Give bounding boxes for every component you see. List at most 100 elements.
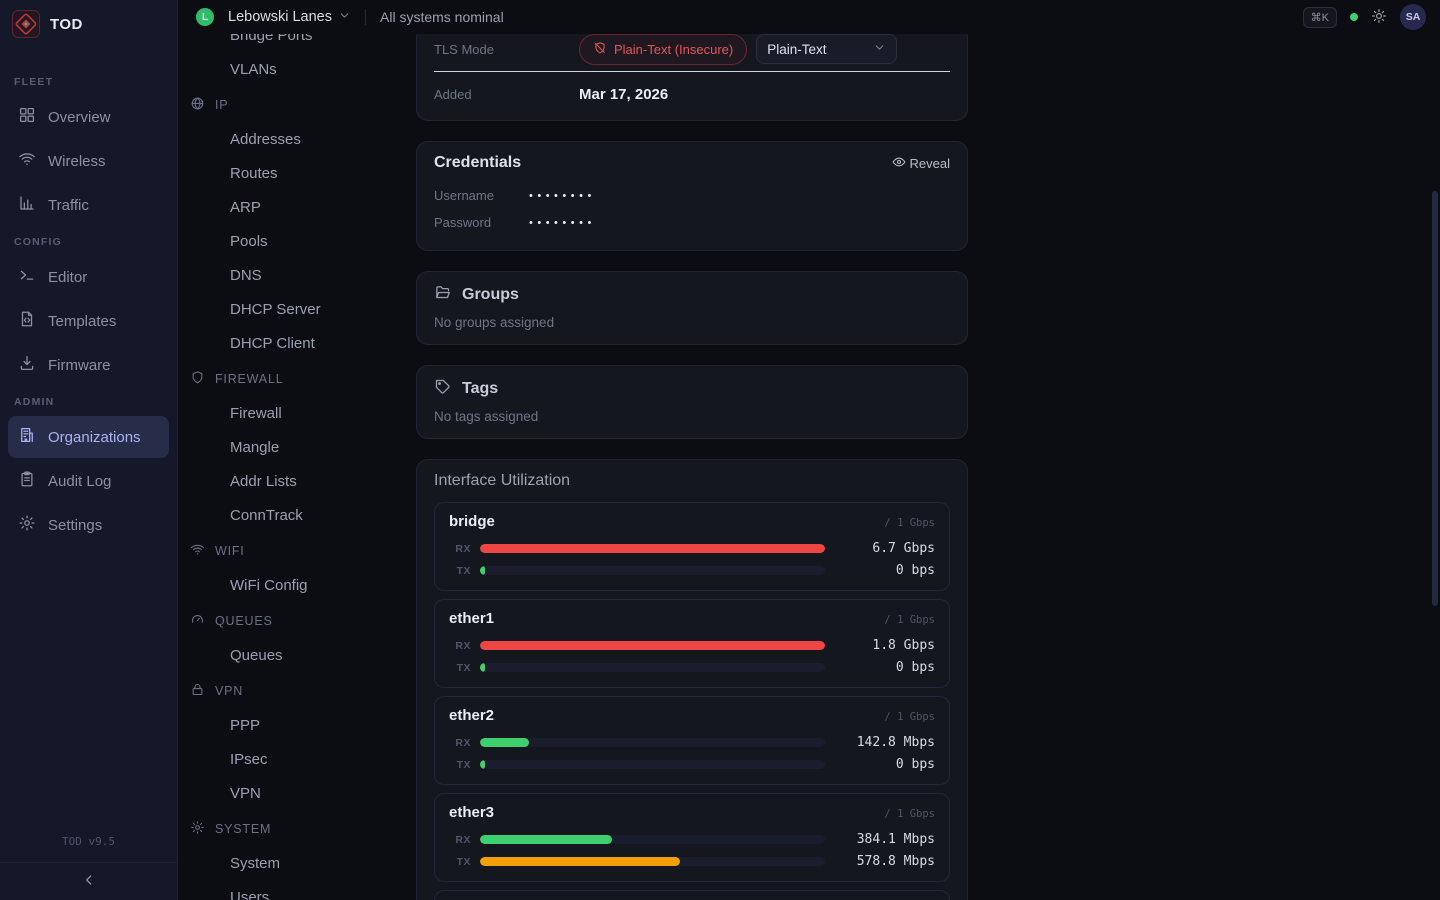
detail-panel: TLS Mode Plain-Text (Insecure) Plain-Tex… [416,34,968,900]
subnav-item-label: VLANs [230,60,277,78]
rx-bar-track [480,835,825,844]
sidebar-item-audit-log[interactable]: Audit Log [8,460,169,502]
reveal-button[interactable]: Reveal [892,155,950,172]
sidebar-item-label: Organizations [48,428,141,446]
rx-row: RX 6.7 Gbps [449,539,935,558]
sidebar-item-wireless[interactable]: Wireless [8,140,169,182]
interface-capacity: / 1 Gbps [884,614,935,626]
sidebar-item-label: Templates [48,312,117,330]
subnav-item-vlans[interactable]: VLANs [190,52,416,86]
subnav-item-ppp[interactable]: PPP [190,708,416,742]
subnav-section-label: FIREWALL [215,372,284,386]
terminal-icon [18,266,36,288]
subnav-item-mangle[interactable]: Mangle [190,430,416,464]
utilization-title: Interface Utilization [434,472,571,489]
interface-capacity: / 1 Gbps [884,517,935,529]
added-row: Added Mar 17, 2026 [434,72,950,116]
interface-name: ether2 [449,707,495,724]
tls-mode-select[interactable]: Plain-Text [756,34,898,64]
sidebar-item-overview[interactable]: Overview [8,96,169,138]
username-masked-value: •••••••• [529,189,596,202]
grid-icon [18,106,36,128]
rx-value: 6.7 Gbps [872,541,935,556]
tx-label: TX [456,661,471,674]
tx-bar-fill [480,760,485,769]
app-version: TOD v9.5 [62,835,115,848]
subnav-item-routes[interactable]: Routes [190,156,416,190]
subnav-item-bridge-ports[interactable]: Bridge Ports [190,34,416,52]
groups-title: Groups [462,286,519,303]
sun-icon [1371,8,1387,27]
vertical-scrollbar[interactable] [1432,191,1438,606]
interface-list: bridge / 1 Gbps RX 6.7 Gbps TX 0 bps ether1 / 1… [434,502,950,900]
sidebar-item-firmware[interactable]: Firmware [8,344,169,386]
content-region: Bridge Ports VLANs IP Addresses Routes ARP Poo… [178,34,1440,900]
sidebar-item-settings[interactable]: Settings [8,504,169,546]
tx-bar-fill [480,566,485,575]
sidebar-item-label: Firmware [48,356,111,374]
org-switcher[interactable]: Lebowski Lanes [228,9,351,26]
subnav-item-system[interactable]: System [190,846,416,880]
subnav-item-vpn[interactable]: VPN [190,776,416,810]
app-logo: TOD [0,0,177,48]
subnav-item-firewall[interactable]: Firewall [190,396,416,430]
credentials-card: Credentials Reveal Username •••••••• [416,141,968,251]
gear-icon [18,514,36,536]
sidebar-item-label: Wireless [48,152,106,170]
chevron-down-icon [873,41,886,57]
sidebar-item-editor[interactable]: Editor [8,256,169,298]
subnav-section-queues: QUEUES [190,604,416,638]
wifi-icon [18,150,36,172]
building-icon [18,426,36,448]
tx-label: TX [456,564,471,577]
tx-bar-track [480,760,825,769]
subnav-item-label: Mangle [230,438,280,456]
subnav-item-dns[interactable]: DNS [190,258,416,292]
tx-value: 0 bps [895,660,935,675]
subnav-item-conntrack[interactable]: ConnTrack [190,498,416,532]
tx-value: 578.8 Mbps [856,854,935,869]
subnav-item-dhcp-server[interactable]: DHCP Server [190,292,416,326]
subnav-item-label: Users [230,888,270,900]
theme-toggle-button[interactable] [1371,8,1387,27]
subnav-item-label: DHCP Client [230,334,315,352]
rx-row: RX 384.1 Mbps [449,830,935,849]
wifi-icon [190,542,205,560]
connection-status-dot [1350,13,1358,21]
command-palette-shortcut[interactable]: ⌘K [1302,6,1337,28]
tx-bar-track [480,857,825,866]
sidebar-section-label: FLEET [14,76,54,88]
subnav-item-users[interactable]: Users [190,880,416,900]
subnav-item-label: Addresses [230,130,301,148]
shield-icon [190,370,205,388]
system-status-text: All systems nominal [380,9,504,25]
subnav-item-ipsec[interactable]: IPsec [190,742,416,776]
user-avatar[interactable]: SA [1400,4,1426,30]
subnav-item-pools[interactable]: Pools [190,224,416,258]
org-avatar: L [196,8,214,26]
subnav-section-label: QUEUES [215,614,273,628]
subnav-section-label: WIFI [215,544,245,558]
subnav-item-label: ARP [230,198,261,216]
interface-card-ether4: ether4/ 1 Gbps [434,890,950,900]
rx-value: 384.1 Mbps [856,832,935,847]
subnav-item-arp[interactable]: ARP [190,190,416,224]
row-divider [434,71,950,72]
rx-value: 142.8 Mbps [856,735,935,750]
shield-off-icon [593,41,607,58]
sidebar-item-organizations[interactable]: Organizations [8,416,169,458]
primary-sidebar: TOD FLEET Overview Wireless Traffic CONFIG Ed… [0,0,178,900]
subnav-item-wifi-config[interactable]: WiFi Config [190,568,416,602]
groups-card: Groups No groups assigned [416,271,968,345]
subnav-section-label: SYSTEM [215,822,272,836]
subnav-item-addresses[interactable]: Addresses [190,122,416,156]
sidebar-item-templates[interactable]: Templates [8,300,169,342]
subnav-item-queues[interactable]: Queues [190,638,416,672]
tags-empty-text: No tags assigned [434,409,539,424]
subnav-item-dhcp-client[interactable]: DHCP Client [190,326,416,360]
topbar-divider [365,9,366,25]
sidebar-item-traffic[interactable]: Traffic [8,184,169,226]
sidebar-collapse-button[interactable] [81,872,97,891]
subnav-item-addr-lists[interactable]: Addr Lists [190,464,416,498]
